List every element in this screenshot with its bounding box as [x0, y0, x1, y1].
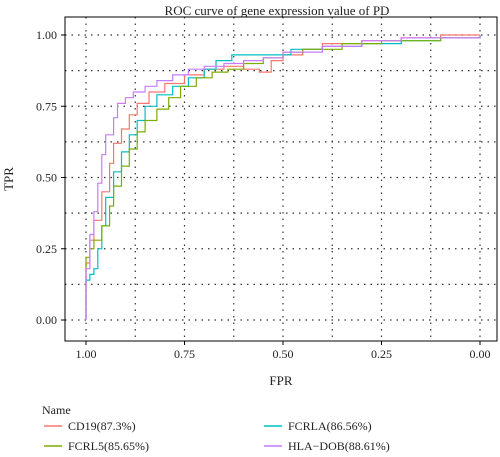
legend-title: Name [42, 403, 71, 417]
y-tick-label: 0.25 [36, 242, 57, 256]
legend-label-3: FCRL5(85.65%) [68, 439, 149, 453]
legend-label-4: HLA−DOB(88.61%) [288, 439, 390, 453]
x-tick-label: 0.25 [371, 347, 392, 361]
y-axis-ticks: 0.00 0.25 0.50 0.75 1.00 [36, 28, 65, 327]
grid [65, 17, 497, 341]
series-line-3 [85, 35, 481, 320]
y-tick-label: 1.00 [36, 28, 57, 42]
x-tick-label: 0.00 [470, 347, 491, 361]
y-tick-label: 0.00 [36, 313, 57, 327]
x-axis-ticks: 1.00 0.75 0.50 0.25 0.00 [76, 341, 491, 361]
y-axis-label: TPR [1, 167, 16, 191]
series-line-4 [85, 35, 481, 320]
y-tick-label: 0.75 [36, 99, 57, 113]
y-tick-label: 0.50 [36, 171, 57, 185]
legend-label-1: CD19(87.3%) [68, 419, 136, 433]
chart-title: ROC curve of gene expression value of PD [165, 3, 390, 18]
legend: CD19(87.3%) FCRLA(86.56%) FCRL5(85.65%) HLA… [44, 419, 390, 453]
x-tick-label: 0.75 [174, 347, 195, 361]
x-tick-label: 0.50 [273, 347, 294, 361]
plot-frame [64, 16, 498, 342]
legend-label-2: FCRLA(86.56%) [288, 419, 372, 433]
series-lines [85, 34, 481, 320]
x-axis-label: FPR [269, 373, 292, 388]
x-tick-label: 1.00 [76, 347, 97, 361]
